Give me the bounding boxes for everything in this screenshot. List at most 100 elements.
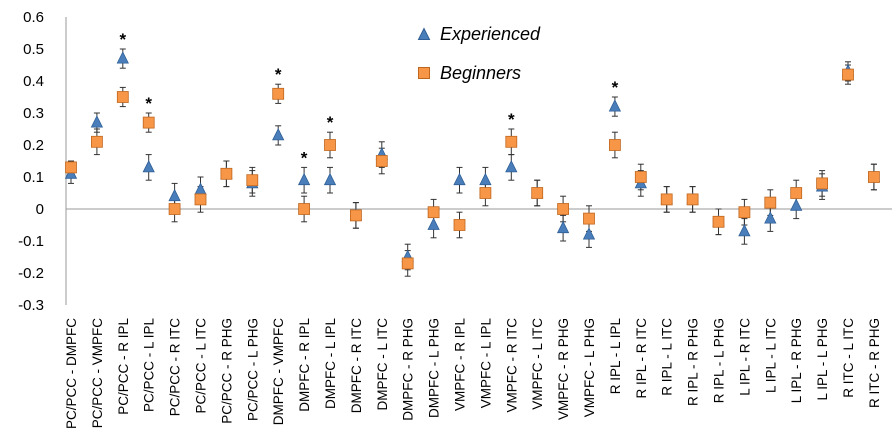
y-tick-label: 0.4 [23, 73, 44, 90]
y-tick-label: 0 [36, 201, 44, 218]
x-tick-label: DMPFC - VMPFC [271, 318, 286, 425]
significance-asterisk: * [119, 30, 126, 49]
x-tick-label: VMPFC - R IPL [453, 318, 468, 412]
y-tick-label: 0.3 [23, 105, 44, 122]
point-beginners [401, 257, 414, 270]
significance-asterisk: * [612, 78, 619, 97]
legend: Experienced Beginners [417, 24, 541, 83]
y-tick-label: -0.3 [18, 297, 44, 314]
point-experienced [90, 115, 104, 128]
point-beginners [65, 161, 77, 174]
point-experienced [272, 128, 285, 141]
point-experienced [194, 182, 207, 195]
point-experienced [168, 188, 181, 202]
axes [65, 17, 892, 305]
significance-asterisk: * [508, 110, 515, 129]
x-tick-label: L IPL - L ITC [763, 318, 778, 393]
point-experienced [453, 172, 466, 186]
point-experienced [142, 160, 155, 173]
point-experienced [297, 172, 311, 186]
x-tick-label: DMPFC - R PHG [401, 318, 416, 421]
y-tick-labels: 0.6 0.5 0.4 0.3 0.2 0.1 0 -0.1 -0.2 -0.3 [18, 9, 44, 314]
legend-beginners-label: Beginners [440, 63, 521, 83]
point-beginners [427, 206, 440, 219]
x-tick-label: L IPL - R PHG [789, 318, 804, 403]
y-tick-label: 0.1 [23, 169, 44, 186]
x-tick-label: DMPFC - L ITC [375, 318, 390, 411]
point-experienced [116, 51, 129, 64]
point-beginners [168, 203, 181, 215]
point-beginners [609, 139, 621, 151]
point-beginners [272, 87, 285, 100]
x-tick-label: R IPL - L IPL [608, 318, 623, 395]
point-beginners [194, 193, 207, 206]
point-beginners [91, 135, 103, 148]
x-tick-label: DMPFC - L PHG [427, 318, 442, 418]
x-tick-label: PC/PCC - R ITC [168, 318, 183, 417]
x-tick-label: VMPFC - L ITC [530, 318, 545, 410]
x-tick-label: L IPL - R ITC [737, 318, 752, 396]
x-tick-label: R ITC - L ITC [841, 318, 856, 398]
x-tick-label: DMPFC - R IPL [297, 318, 312, 412]
x-tick-label: VMPFC - L IPL [478, 318, 493, 409]
y-tick-label: -0.2 [18, 265, 44, 282]
point-beginners [583, 212, 595, 225]
point-experienced [556, 220, 570, 234]
point-beginners [453, 219, 466, 231]
x-tick-label: PC/PCC - L IPL [142, 318, 157, 413]
point-beginners [531, 187, 544, 199]
point-beginners [557, 203, 569, 215]
y-tick-label: 0.5 [23, 41, 44, 58]
x-tick-label: DMPFC - R ITC [349, 318, 364, 413]
point-experienced [790, 198, 803, 211]
significance-asterisk: * [301, 148, 308, 167]
point-beginners [842, 68, 854, 81]
x-tick-label: R ITC - R PHG [867, 318, 882, 408]
x-tick-label: VMPFC - R PHG [556, 318, 571, 420]
point-experienced [582, 227, 596, 240]
legend-experienced-icon [417, 27, 431, 40]
point-beginners [764, 196, 777, 209]
point-beginners [816, 177, 828, 190]
point-beginners [505, 135, 518, 148]
point-beginners [634, 171, 647, 183]
point-beginners [375, 155, 388, 167]
significance-asterisk: * [327, 113, 334, 132]
y-tick-label: 0.6 [23, 9, 44, 26]
x-tick-label: VMPFC - R ITC [504, 318, 519, 413]
point-beginners [790, 187, 803, 199]
point-beginners [738, 206, 751, 219]
x-tick-label: R IPL - R ITC [634, 318, 649, 399]
data-points [64, 51, 881, 270]
point-experienced [505, 160, 518, 173]
point-beginners [660, 193, 673, 206]
x-tick-label: PC/PCC - DMPFC [64, 318, 79, 429]
significance-markers: * * * * * * * [119, 30, 618, 167]
x-tick-label: PC/PCC - L ITC [194, 318, 209, 414]
significance-asterisk: * [275, 65, 282, 84]
point-experienced [427, 217, 440, 230]
point-experienced [608, 99, 622, 112]
point-beginners [712, 215, 725, 228]
point-beginners [868, 171, 880, 183]
point-experienced [323, 172, 337, 186]
significance-asterisk: * [145, 94, 152, 113]
point-beginners [686, 193, 699, 206]
point-experienced [764, 211, 777, 224]
point-beginners [324, 139, 336, 151]
legend-experienced-label: Experienced [440, 24, 541, 44]
x-tick-label: R IPL - L ITC [660, 318, 675, 396]
x-tick-label: L IPL - L PHG [815, 318, 830, 401]
x-tick-label: DMPFC - L IPL [323, 318, 338, 410]
x-tick-label: PC/PCC - VMPFC [90, 318, 105, 429]
x-tick-label: VMPFC - L PHG [582, 318, 597, 417]
point-beginners [116, 91, 129, 103]
x-tick-label: R IPL - L PHG [712, 318, 727, 403]
point-beginners [220, 167, 233, 180]
point-experienced [738, 224, 751, 237]
x-tick-label: PC/PCC - L PHG [245, 318, 260, 421]
point-beginners [142, 116, 155, 129]
x-tick-labels: PC/PCC - DMPFC PC/PCC - VMPFC PC/PCC - R I… [64, 318, 882, 429]
x-tick-label: R IPL - R PHG [686, 318, 701, 406]
